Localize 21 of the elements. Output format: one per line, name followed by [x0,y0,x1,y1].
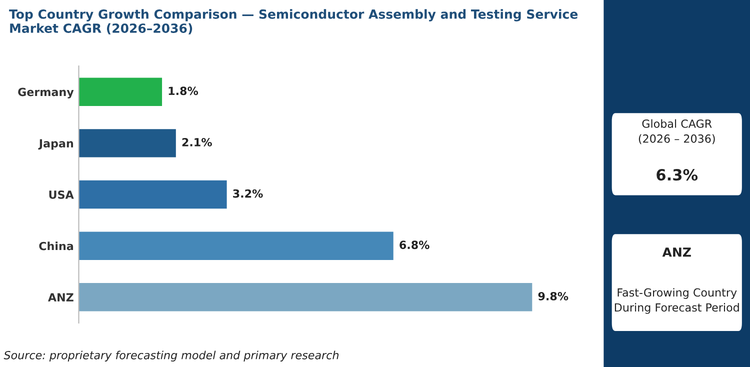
y-tick-label: China [39,242,74,250]
chart-title: Top Country Growth Comparison — Semiconductor Assembly and Testing Service Market CAGR (2026–2036) [9,9,578,34]
data-label: 9.8% [538,292,568,300]
data-label: 2.1% [182,138,212,146]
y-tick-label: ANZ [48,293,74,302]
source-note: Source: proprietary forecasting model and primary research [4,350,339,362]
data-label: 3.2% [233,189,263,198]
bar [78,232,394,260]
data-label: 1.8% [168,86,198,96]
bar [78,78,162,106]
bar [78,283,532,312]
bar [78,129,176,158]
data-label: 6.8% [400,240,430,250]
text: Global CAGR (2026 – 2036) [638,119,715,144]
text: 6.3% [656,169,698,181]
text: ANZ [662,248,691,257]
y-tick-label: Japan [38,139,74,150]
y-tick-label: USA [49,190,74,199]
y-tick-label: Germany [18,88,74,98]
text: Fast-Growing Country During Forecast Period [614,288,739,314]
bar [78,180,227,209]
